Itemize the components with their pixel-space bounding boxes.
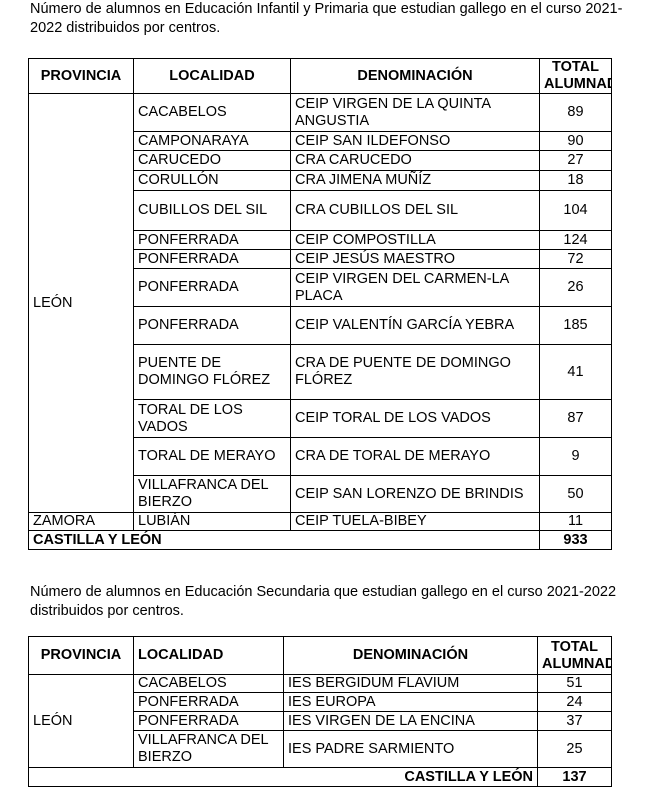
total-cell: 37 — [537, 711, 612, 731]
denominacion-cell: IES PADRE SARMIENTO — [283, 730, 538, 768]
localidad-cell: PUENTE DE DOMINGO FLÓREZ — [133, 344, 291, 400]
localidad-cell: PONFERRADA — [133, 711, 284, 731]
table-body: LEÓN CACABELOS IES BERGIDUM FLAVIUM 51 PONFE… — [28, 674, 612, 787]
localidad-cell: CORULLÓN — [133, 170, 291, 191]
localidad-cell: CARUCEDO — [133, 150, 291, 171]
total-label: CASTILLA Y LEÓN — [28, 530, 540, 550]
denominacion-cell: CEIP TORAL DE LOS VADOS — [290, 399, 540, 438]
localidad-cell: PONFERRADA — [133, 692, 284, 712]
localidad-cell: CUBILLOS DEL SIL — [133, 190, 291, 231]
denominacion-cell: CRA DE PUENTE DE DOMINGO FLÓREZ — [290, 344, 540, 400]
table-row: ZAMORA LUBIÁN CEIP TUELA-BIBEY 11 — [28, 512, 612, 531]
localidad-cell: TORAL DE LOS VADOS — [133, 399, 291, 438]
localidad-cell: TORAL DE MERAYO — [133, 437, 291, 476]
denominacion-cell: IES VIRGEN DE LA ENCINA — [283, 711, 538, 731]
table-body: LEÓN CACABELOS CEIP VIRGEN DE LA QUINTA AN… — [28, 93, 612, 550]
provincia-cell: LEÓN — [28, 674, 134, 768]
table-row: VILLAFRANCA DEL BIERZO IES PADRE SARMIENT… — [29, 730, 612, 768]
localidad-cell: LUBIÁN — [133, 512, 291, 531]
header-localidad: LOCALIDAD — [133, 636, 284, 675]
header-provincia: PROVINCIA — [28, 636, 134, 675]
denominacion-cell: CEIP JESÚS MAESTRO — [290, 249, 540, 269]
total-label: CASTILLA Y LEÓN — [28, 767, 538, 787]
header-total: TOTAL ALUMNADO — [537, 636, 612, 675]
denominacion-cell: CRA JIMENA MUÑÍZ — [290, 170, 540, 191]
localidad-cell: CACABELOS — [133, 93, 291, 132]
total-row: CASTILLA Y LEÓN 137 — [28, 767, 612, 787]
total-row: CASTILLA Y LEÓN 933 — [28, 530, 612, 550]
denominacion-cell: IES BERGIDUM FLAVIUM — [283, 674, 538, 693]
total-cell: 24 — [537, 692, 612, 712]
provincia-cell: LEÓN — [28, 93, 134, 513]
header-total: TOTAL ALUMNADO — [539, 58, 612, 94]
localidad-cell: VILLAFRANCA DEL BIERZO — [133, 475, 291, 513]
total-cell: 72 — [539, 249, 612, 269]
total-cell: 27 — [539, 150, 612, 171]
localidad-cell: PONFERRADA — [133, 230, 291, 250]
provincia-cell: ZAMORA — [28, 512, 134, 531]
localidad-cell: PONFERRADA — [133, 268, 291, 307]
header-localidad: LOCALIDAD — [133, 58, 291, 94]
table-row: LEÓN CACABELOS CEIP VIRGEN DE LA QUINTA AN… — [28, 93, 612, 513]
denominacion-cell: CRA DE TORAL DE MERAYO — [290, 437, 540, 476]
total-cell: 87 — [539, 399, 612, 438]
caption-secundaria: Número de alumnos en Educación Secundari… — [30, 584, 617, 619]
denominacion-cell: CEIP VALENTÍN GARCÍA YEBRA — [290, 306, 540, 345]
denominacion-cell: CEIP COMPOSTILLA — [290, 230, 540, 250]
denominacion-cell: CRA CUBILLOS DEL SIL — [290, 190, 540, 231]
denominacion-cell: CEIP VIRGEN DEL CARMEN-LA PLACA — [290, 268, 540, 307]
header-denominacion: DENOMINACIÓN — [290, 58, 540, 94]
header-provincia: PROVINCIA — [28, 58, 134, 94]
table-row: PUENTE DE DOMINGO FLÓREZ CRA DE PUENTE DE… — [29, 344, 612, 400]
denominacion-cell: CEIP VIRGEN DE LA QUINTA ANGUSTIA — [290, 93, 540, 132]
total-cell: 18 — [539, 170, 612, 191]
localidad-cell: CACABELOS — [133, 674, 284, 693]
denominacion-cell: CEIP TUELA-BIBEY — [290, 512, 540, 531]
total-cell: 11 — [539, 512, 612, 531]
table-primaria: PROVINCIA LOCALIDAD DENOMINACIÓN TOTAL A… — [28, 58, 612, 550]
table-row: PONFERRADA IES VIRGEN DE LA ENCINA 37 — [29, 711, 612, 731]
total-cell: 124 — [539, 230, 612, 250]
denominacion-cell: IES EUROPA — [283, 692, 538, 712]
denominacion-cell: CEIP SAN LORENZO DE BRINDIS — [290, 475, 540, 513]
localidad-cell: VILLAFRANCA DEL BIERZO — [133, 730, 284, 768]
caption-primaria: Número de alumnos en Educación Infantil … — [30, 1, 623, 36]
localidad-cell: CAMPONARAYA — [133, 131, 291, 151]
total-cell: 25 — [537, 730, 612, 768]
total-cell: 41 — [539, 344, 612, 400]
table-secundaria: PROVINCIA LOCALIDAD DENOMINACIÓN TOTAL A… — [28, 636, 612, 787]
total-cell: 9 — [539, 437, 612, 476]
total-cell: 50 — [539, 475, 612, 513]
denominacion-cell: CEIP SAN ILDEFONSO — [290, 131, 540, 151]
localidad-cell: PONFERRADA — [133, 306, 291, 345]
total-cell: 90 — [539, 131, 612, 151]
denominacion-cell: CRA CARUCEDO — [290, 150, 540, 171]
grand-total: 933 — [539, 530, 612, 550]
table-row: TORAL DE MERAYO CRA DE TORAL DE MERAYO 9 — [29, 437, 612, 476]
total-cell: 104 — [539, 190, 612, 231]
total-cell: 51 — [537, 674, 612, 693]
table-row: VILLAFRANCA DEL BIERZO CEIP SAN LORENZO D… — [29, 475, 612, 513]
table-row: CARUCEDO CRA CARUCEDO 27 — [29, 150, 612, 171]
total-cell: 26 — [539, 268, 612, 307]
localidad-cell: PONFERRADA — [133, 249, 291, 269]
total-cell: 185 — [539, 306, 612, 345]
table-row: LEÓN CACABELOS IES BERGIDUM FLAVIUM 51 — [28, 674, 612, 768]
table-row: PONFERRADA CEIP VALENTÍN GARCÍA YEBRA 185 — [29, 306, 612, 345]
header-denominacion: DENOMINACIÓN — [283, 636, 538, 675]
total-cell: 89 — [539, 93, 612, 132]
table-row: CUBILLOS DEL SIL CRA CUBILLOS DEL SIL 104 — [29, 190, 612, 231]
grand-total: 137 — [537, 767, 612, 787]
